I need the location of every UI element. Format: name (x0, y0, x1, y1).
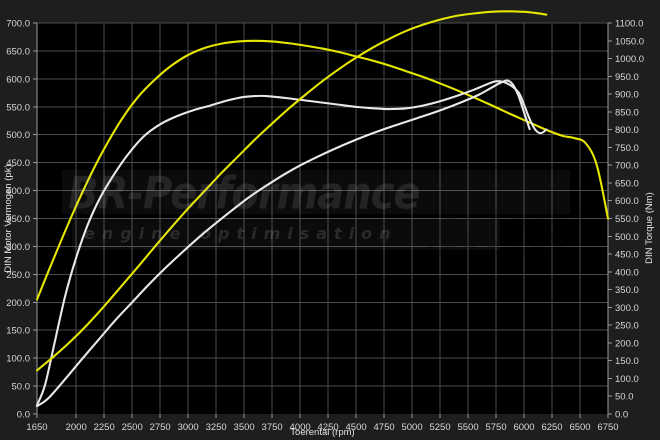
y-tick-label-left: 550.0 (6, 102, 30, 113)
x-tick-label: 3000 (178, 422, 199, 433)
y-tick-label-right: 950.0 (615, 72, 639, 83)
x-tick-label: 5250 (429, 422, 450, 433)
x-tick-label: 3250 (206, 422, 227, 433)
y-tick-label-right: 1000.0 (615, 54, 644, 65)
y-tick-label-left: 350.0 (6, 214, 30, 225)
y-tick-label-right: 300.0 (615, 303, 639, 314)
x-tick-label: 6750 (597, 422, 618, 433)
y-tick-label-right: 550.0 (615, 214, 639, 225)
x-tick-label: 4500 (346, 422, 367, 433)
y-tick-label-right: 150.0 (615, 356, 639, 367)
y-tick-label-right: 750.0 (615, 143, 639, 154)
x-tick-label: 1650 (26, 422, 47, 433)
series-line-power-stock (35, 79, 531, 408)
x-tick-label: 6500 (569, 422, 590, 433)
x-tick-label: 2250 (94, 422, 115, 433)
y-tick-label-left: 700.0 (6, 19, 30, 30)
y-tick-label-left: 650.0 (6, 46, 30, 57)
y-tick-label-left: 450.0 (6, 158, 30, 169)
y-tick-label-left: 0.0 (17, 410, 30, 421)
x-axis-title: Toerental (rpm) (290, 427, 354, 438)
y-tick-label-left: 200.0 (6, 298, 30, 309)
x-tick-label: 5000 (401, 422, 422, 433)
y-tick-label-right: 500.0 (615, 232, 639, 243)
x-tick-label: 4250 (318, 422, 339, 433)
y-tick-label-right: 250.0 (615, 321, 639, 332)
x-tick-label: 2500 (122, 422, 143, 433)
y-tick-label-left: 150.0 (6, 326, 30, 337)
y-tick-label-left: 600.0 (6, 74, 30, 85)
y-axis-left-title: DIN Motor Vermogen (pk) (3, 164, 14, 272)
y-tick-label-right: 50.0 (615, 392, 634, 403)
x-tick-label: 5500 (457, 422, 478, 433)
y-tick-label-right: 600.0 (615, 196, 639, 207)
y-tick-label-left: 400.0 (6, 186, 30, 197)
y-tick-label-left: 500.0 (6, 130, 30, 141)
x-tick-label: 6250 (541, 422, 562, 433)
x-tick-label: 4000 (290, 422, 311, 433)
x-tick-label: 2000 (66, 422, 87, 433)
y-tick-label-right: 650.0 (615, 178, 639, 189)
y-tick-label-right: 450.0 (615, 250, 639, 261)
x-tick-label: 3500 (234, 422, 255, 433)
x-tick-label: 5750 (485, 422, 506, 433)
y-tick-label-right: 100.0 (615, 374, 639, 385)
y-tick-label-right: 900.0 (615, 90, 639, 101)
axis-tick-labels: 1650 2000 2250 2500 2750 3000 3250 3500 3750 4000… (6, 19, 644, 434)
y-tick-label-right: 850.0 (615, 107, 639, 118)
y-tick-label-left: 50.0 (12, 382, 31, 393)
y-axis-right-title: DIN Torque (Nm) (644, 192, 655, 264)
data-series-layer (35, 10, 610, 408)
y-tick-label-right: 400.0 (615, 267, 639, 278)
y-tick-label-right: 700.0 (615, 161, 639, 172)
x-tick-label: 4750 (374, 422, 395, 433)
y-tick-label-left: 250.0 (6, 270, 30, 281)
y-tick-label-right: 350.0 (615, 285, 639, 296)
y-tick-label-right: 200.0 (615, 338, 639, 349)
y-tick-label-right: 1100.0 (615, 19, 643, 30)
series-line-power-tuned (35, 10, 548, 372)
series-line-torque-tuned (35, 39, 610, 301)
y-tick-label-right: 0.0 (615, 410, 628, 421)
x-tick-label: 3750 (262, 422, 283, 433)
y-tick-label-left: 100.0 (6, 354, 30, 365)
y-tick-label-left: 300.0 (6, 242, 30, 253)
x-tick-label: 2750 (150, 422, 171, 433)
y-tick-label-right: 1050.0 (615, 36, 644, 47)
y-tick-label-right: 800.0 (615, 125, 639, 136)
x-tick-label: 6000 (513, 422, 534, 433)
